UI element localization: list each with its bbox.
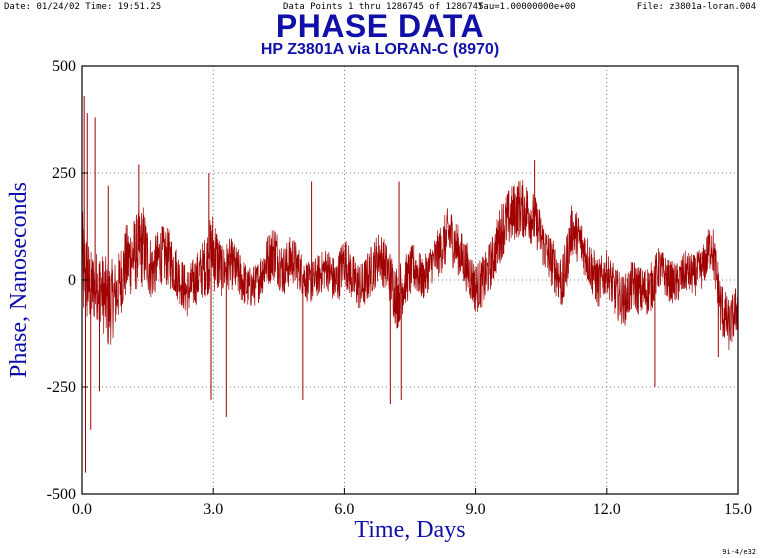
x-tick-label: 12.0 — [593, 501, 621, 518]
y-tick-label: 500 — [52, 58, 76, 75]
y-tick-label: 0 — [68, 272, 76, 289]
footer-code: 9i-4/e32 — [722, 548, 756, 556]
y-tick-label: -500 — [47, 486, 76, 503]
chart-title: PHASE DATA — [275, 8, 485, 44]
header-tau: Tau=1.00000000e+00 — [478, 2, 576, 12]
y-axis-ticks: 500 250 0 -250 -500 — [47, 58, 88, 503]
x-tick-label: 15.0 — [724, 501, 752, 518]
y-axis-label: Phase, Nanoseconds — [6, 182, 32, 378]
y-tick-label: -250 — [47, 379, 76, 396]
phase-trace — [81, 179, 739, 351]
y-tick-label: 250 — [52, 165, 76, 182]
header-data-points: Data Points 1 thru 1286745 of 1286745 — [283, 2, 484, 12]
phase-series — [81, 95, 739, 473]
x-tick-label: 6.0 — [334, 501, 354, 518]
x-axis-ticks: 0.0 3.0 6.0 9.0 12.0 15.0 — [72, 488, 752, 518]
x-tick-label: 3.0 — [203, 501, 223, 518]
x-tick-label: 0.0 — [72, 501, 92, 518]
x-tick-label: 9.0 — [466, 501, 486, 518]
header-date-time: Date: 01/24/02 Time: 19:51.25 — [4, 2, 162, 12]
header-file: File: z3801a-loran.004 — [636, 2, 756, 12]
chart-subtitle: HP Z3801A via LORAN-C (8970) — [260, 41, 500, 58]
x-axis-label: Time, Days — [354, 517, 465, 543]
